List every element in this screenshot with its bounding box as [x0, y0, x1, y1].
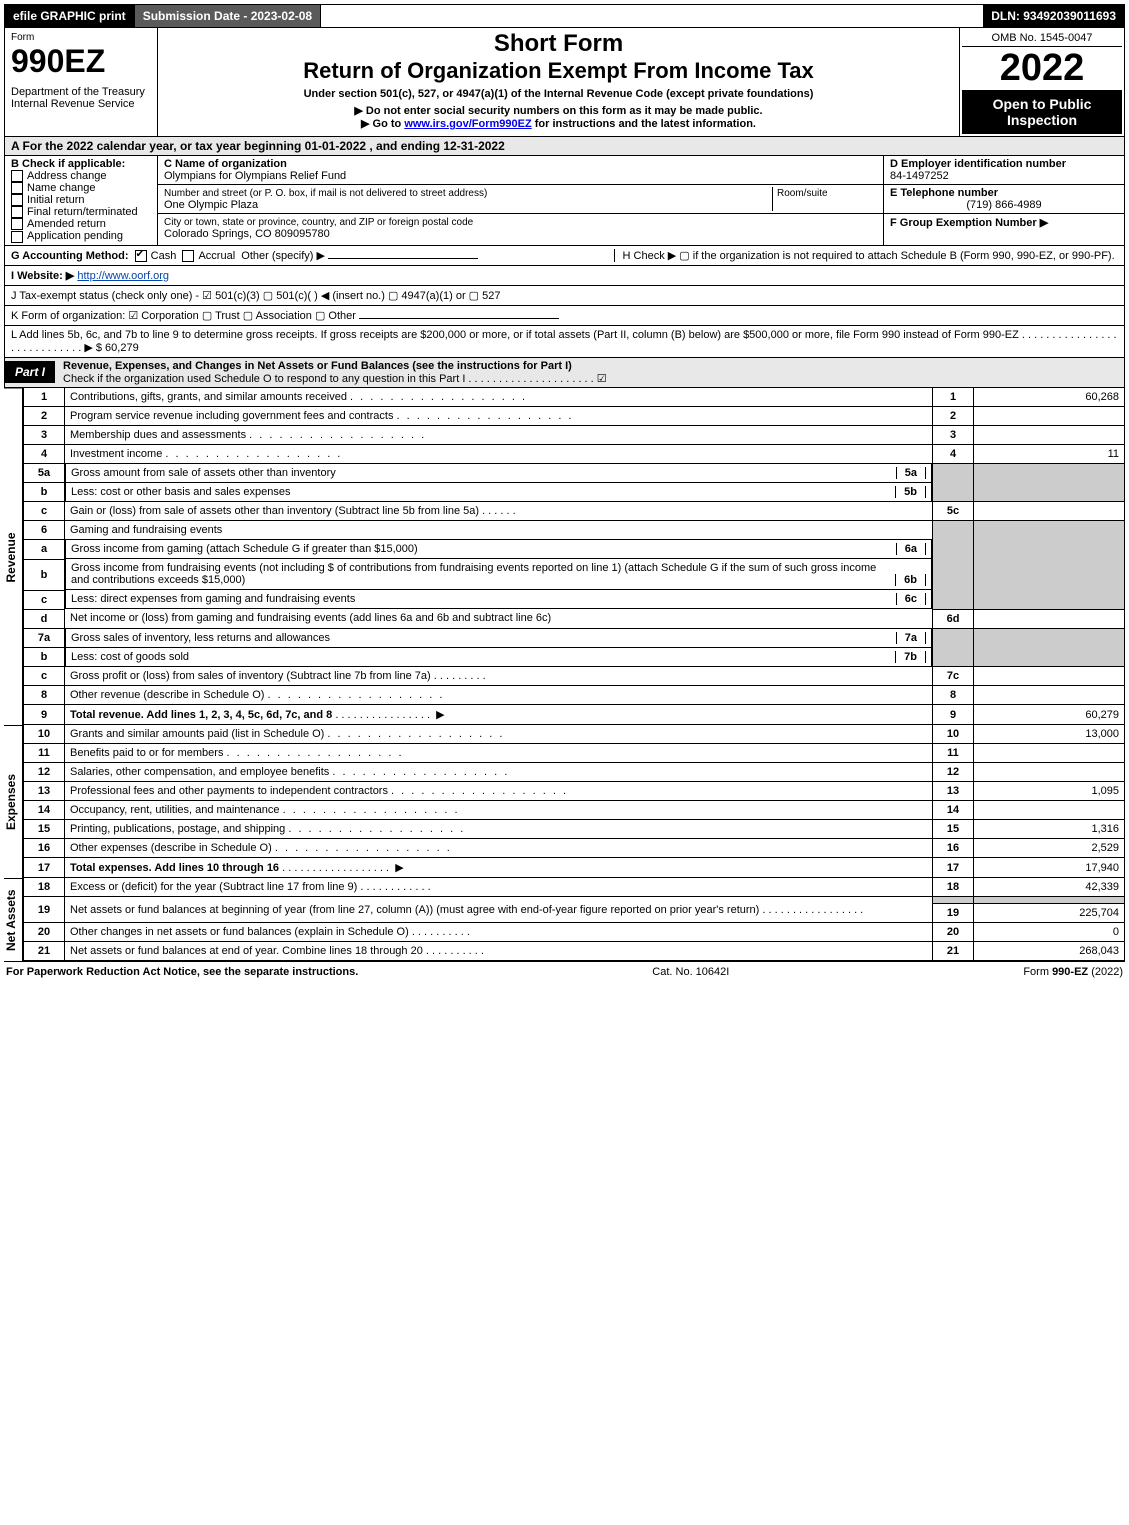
part1-header: Part I Revenue, Expenses, and Changes in… — [4, 358, 1125, 388]
footer-right: Form 990-EZ (2022) — [1023, 966, 1123, 978]
chk-amended[interactable] — [11, 218, 23, 230]
g-label: G Accounting Method: — [11, 250, 129, 262]
part1-sub: Check if the organization used Schedule … — [63, 373, 607, 385]
title-short-form: Short Form — [162, 30, 955, 58]
sub3-pre: ▶ Go to — [361, 118, 404, 130]
chk-name[interactable] — [11, 182, 23, 194]
expenses-table: 10Grants and similar amounts paid (list … — [23, 725, 1125, 878]
b-header: B Check if applicable: — [11, 158, 125, 170]
line17-amt: 17,940 — [974, 858, 1125, 878]
l-text: L Add lines 5b, 6c, and 7b to line 9 to … — [11, 329, 1117, 354]
row-bcdef: B Check if applicable: Address change Na… — [4, 156, 1125, 246]
sub-section: Under section 501(c), 527, or 4947(a)(1)… — [162, 88, 955, 100]
line12-amt — [974, 763, 1125, 782]
top-bar: efile GRAPHIC print Submission Date - 20… — [4, 4, 1125, 28]
chk-initial[interactable] — [11, 194, 23, 206]
sub3-post: for instructions and the latest informat… — [532, 118, 756, 130]
part1-tag: Part I — [5, 361, 55, 383]
sub-ssn: ▶ Do not enter social security numbers o… — [162, 104, 955, 117]
form-header: Form 990EZ Department of the Treasury In… — [4, 28, 1125, 137]
website-link[interactable]: http://www.oorf.org — [77, 270, 169, 282]
line-gh: G Accounting Method: Cash Accrual Other … — [4, 246, 1125, 266]
line4-amt: 11 — [974, 444, 1125, 463]
footer-mid: Cat. No. 10642I — [652, 966, 729, 978]
c-city-label: City or town, state or province, country… — [164, 217, 473, 228]
c-name-label: C Name of organization — [164, 158, 287, 170]
org-city: Colorado Springs, CO 809095780 — [164, 228, 330, 240]
line11-amt — [974, 744, 1125, 763]
line-k: K Form of organization: ☑ Corporation ▢ … — [4, 306, 1125, 326]
org-name: Olympians for Olympians Relief Fund — [164, 170, 346, 182]
line-l: L Add lines 5b, 6c, and 7b to line 9 to … — [4, 326, 1125, 358]
line7c-amt — [974, 667, 1125, 686]
chk-accrual[interactable] — [182, 250, 194, 262]
e-label: E Telephone number — [890, 187, 998, 199]
title-return: Return of Organization Exempt From Incom… — [162, 58, 955, 84]
i-label: I Website: ▶ — [11, 270, 74, 282]
footer-left: For Paperwork Reduction Act Notice, see … — [6, 966, 358, 978]
open-public: Open to Public Inspection — [962, 90, 1122, 134]
h-text: H Check ▶ ▢ if the organization is not r… — [614, 249, 1118, 262]
line19-amt: 225,704 — [974, 904, 1125, 923]
netassets-table: 18Excess or (deficit) for the year (Subt… — [23, 878, 1125, 961]
line20-amt: 0 — [974, 923, 1125, 942]
dln-label: DLN: 93492039011693 — [983, 5, 1124, 27]
dept-label: Department of the Treasury — [11, 86, 151, 98]
c-street-label: Number and street (or P. O. box, if mail… — [164, 188, 487, 199]
chk-cash[interactable] — [135, 250, 147, 262]
form-number: 990EZ — [11, 43, 151, 80]
line8-amt — [974, 686, 1125, 705]
part1-title: Revenue, Expenses, and Changes in Net As… — [63, 360, 572, 372]
line13-amt: 1,095 — [974, 782, 1125, 801]
line1-amt: 60,268 — [974, 388, 1125, 407]
revenue-table: 1Contributions, gifts, grants, and simil… — [23, 388, 1125, 726]
line3-amt — [974, 425, 1125, 444]
chk-final[interactable] — [11, 206, 23, 218]
line18-amt: 42,339 — [974, 878, 1125, 897]
line21-amt: 268,043 — [974, 942, 1125, 961]
tax-year: 2022 — [962, 47, 1122, 90]
f-label: F Group Exemption Number ▶ — [890, 217, 1048, 229]
revenue-vlabel: Revenue — [4, 388, 23, 726]
form-label: Form — [11, 32, 151, 43]
line2-amt — [974, 406, 1125, 425]
line16-amt: 2,529 — [974, 839, 1125, 858]
line9-amt: 60,279 — [974, 705, 1125, 725]
chk-pending[interactable] — [11, 231, 23, 243]
line15-amt: 1,316 — [974, 820, 1125, 839]
irs-label: Internal Revenue Service — [11, 98, 151, 110]
d-label: D Employer identification number — [890, 158, 1066, 170]
submission-date: Submission Date - 2023-02-08 — [134, 5, 321, 27]
line5c-amt — [974, 502, 1125, 521]
netassets-vlabel: Net Assets — [4, 878, 23, 961]
line6d-amt — [974, 609, 1125, 628]
omb-number: OMB No. 1545-0047 — [962, 30, 1122, 47]
phone-value: (719) 866-4989 — [890, 199, 1118, 211]
chk-address[interactable] — [11, 170, 23, 182]
line14-amt — [974, 801, 1125, 820]
line-i: I Website: ▶ http://www.oorf.org — [4, 266, 1125, 286]
ein-value: 84-1497252 — [890, 170, 949, 182]
line-j: J Tax-exempt status (check only one) - ☑… — [4, 286, 1125, 306]
line10-amt: 13,000 — [974, 725, 1125, 744]
efile-label[interactable]: efile GRAPHIC print — [5, 5, 134, 27]
expenses-vlabel: Expenses — [4, 725, 23, 878]
page-footer: For Paperwork Reduction Act Notice, see … — [4, 961, 1125, 982]
line-a: A For the 2022 calendar year, or tax yea… — [4, 137, 1125, 156]
org-street: One Olympic Plaza — [164, 199, 258, 211]
irs-link[interactable]: www.irs.gov/Form990EZ — [404, 118, 531, 130]
l-value: 60,279 — [105, 342, 139, 354]
room-label: Room/suite — [777, 188, 828, 199]
